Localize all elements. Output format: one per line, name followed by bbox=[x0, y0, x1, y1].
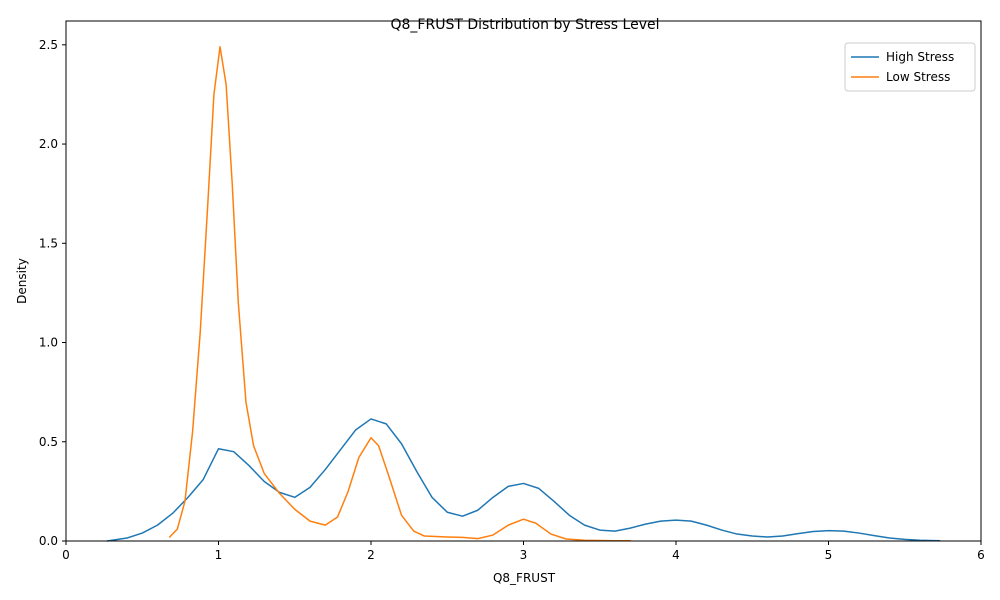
x-tick-label: 3 bbox=[520, 548, 528, 562]
x-tick-label: 2 bbox=[367, 548, 375, 562]
y-tick-label: 1.0 bbox=[39, 336, 58, 350]
y-axis: 0.0 0.5 1.0 1.5 2.0 2.5 bbox=[39, 38, 66, 548]
x-tick-label: 6 bbox=[977, 548, 985, 562]
series-line-low-stress bbox=[168, 46, 631, 542]
legend-box bbox=[844, 42, 976, 92]
x-tick-label: 5 bbox=[825, 548, 833, 562]
series-line-high-stress bbox=[106, 418, 941, 542]
y-tick-label: 2.0 bbox=[39, 137, 58, 151]
x-tick-label: 4 bbox=[672, 548, 680, 562]
legend-label: High Stress bbox=[886, 50, 954, 64]
y-tick-label: 0.0 bbox=[39, 534, 58, 548]
x-axis-label: Q8_FRUST bbox=[493, 571, 556, 585]
y-tick-label: 1.5 bbox=[39, 236, 58, 250]
y-tick-label: 0.5 bbox=[39, 435, 58, 449]
x-tick-label: 1 bbox=[215, 548, 223, 562]
x-tick-label: 0 bbox=[62, 548, 70, 562]
plot-lines bbox=[106, 46, 941, 542]
x-axis: 0 1 2 3 4 5 6 bbox=[62, 541, 985, 562]
legend: High Stress Low Stress bbox=[844, 42, 976, 92]
legend-label: Low Stress bbox=[886, 70, 950, 84]
chart-title: Q8_FRUST Distribution by Stress Level bbox=[390, 17, 659, 33]
y-axis-label: Density bbox=[15, 258, 29, 304]
y-tick-label: 2.5 bbox=[39, 38, 58, 52]
